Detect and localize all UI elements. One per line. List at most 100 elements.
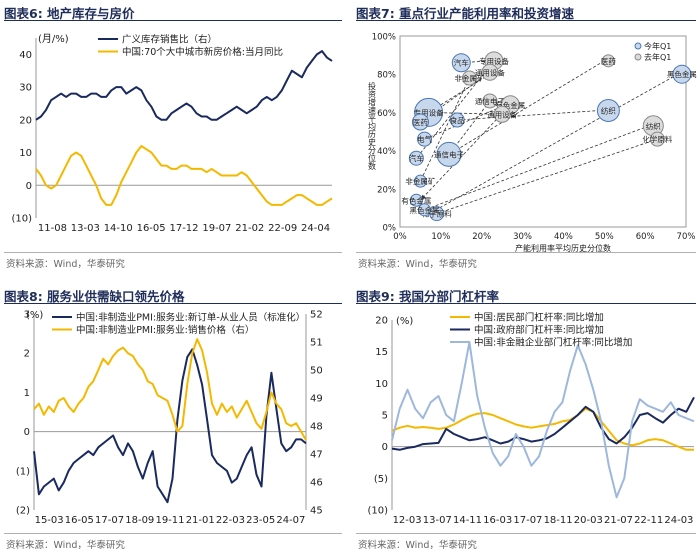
- y-tick-label: 0: [24, 427, 30, 438]
- x-tick-label: 20-03: [574, 515, 603, 526]
- source-rule: [356, 252, 696, 253]
- y-tick-label: 40%: [377, 147, 396, 157]
- y-right-tick-label: 51: [310, 338, 323, 349]
- x-tick-label: 13-03: [71, 223, 100, 234]
- bubble-label: 汽车: [409, 153, 424, 163]
- series-line-3: [391, 341, 695, 499]
- series-line-2: [33, 338, 307, 441]
- series-line-1: [35, 50, 333, 121]
- title-rule: [4, 20, 342, 21]
- x-tick-label: 24-07: [276, 515, 305, 526]
- y-tick-label: 20: [19, 115, 32, 126]
- bubble-previous: [601, 54, 615, 68]
- x-axis-label: 产能利用率平均历史分位数: [515, 243, 611, 253]
- y-tick-label: (2): [16, 506, 30, 517]
- x-tick-label: 22-09: [268, 223, 297, 234]
- y-tick-label: 1: [24, 388, 30, 399]
- bubble-label: 医药: [413, 117, 428, 127]
- legend-label: 中国:政府部门杠杆率:同比增加: [474, 324, 604, 336]
- y-tick-label: 3: [24, 310, 30, 321]
- y-tick-label: (1): [16, 466, 30, 477]
- x-tick-label: 60%: [636, 232, 655, 242]
- chart-panel-7: 图表7: 重点行业产能利用率和投资增速 0% 20% 40% 60% 80% 100% 0%…: [352, 0, 700, 276]
- x-tick-label: 14-10: [104, 223, 133, 234]
- bubble-label: 纺织: [646, 121, 661, 131]
- x-tick-label: 23-05: [246, 515, 275, 526]
- plot-frame: [399, 35, 687, 228]
- y-tick-label: (5): [374, 474, 388, 485]
- y-right-tick-label: 47: [310, 450, 323, 461]
- title-rule: [4, 303, 342, 304]
- x-tick-label: 14-11: [453, 515, 482, 526]
- arrow-line: [420, 104, 511, 201]
- y-axis-label: 投资增速平均历史分位数: [368, 81, 377, 171]
- source-rule: [4, 533, 342, 534]
- y-right-tick-label: 46: [310, 478, 323, 489]
- x-tick-label: 24-03: [664, 515, 693, 526]
- chart-title: 图表7: 重点行业产能利用率和投资增速: [356, 6, 575, 21]
- y-tick-label: 0%: [383, 224, 397, 234]
- bubble-label: 汽车: [454, 58, 469, 68]
- bubble-previous: [649, 131, 665, 147]
- x-tick-label: 21-02: [235, 223, 264, 234]
- bubble-label: 通信电子: [475, 96, 505, 106]
- bubble-previous: [482, 93, 498, 109]
- y-tick-label: (10): [367, 506, 388, 517]
- bubble-label: 黑色金属: [410, 205, 440, 215]
- chart-panel-9: 图表9: 我国分部门杠杆率 (10) (5) 0 5 10 15 20 (%) 12-03 13-…: [352, 280, 700, 552]
- y-tick-label: 10: [19, 148, 32, 159]
- bubble-previous: [461, 70, 477, 86]
- series-line-1: [33, 348, 307, 504]
- legend-marker: [634, 53, 642, 61]
- y-tick-label: 20%: [377, 185, 396, 195]
- series-line-2: [35, 145, 333, 206]
- arrow-line: [420, 77, 470, 182]
- x-tick-label: 16-05: [137, 223, 166, 234]
- x-tick-label: 17-12: [169, 223, 198, 234]
- bubble-label: 化学原料: [642, 134, 672, 144]
- legend-label: 中国:非制造业PMI:服务业:销售价格（右）: [76, 324, 254, 336]
- arrow-line: [432, 73, 679, 213]
- bubble-label: 纺织: [601, 105, 616, 115]
- bubble-label: 黑色金属: [667, 69, 697, 79]
- x-tick-label: 70%: [677, 232, 696, 242]
- bubble-label: 有色金属: [495, 100, 525, 110]
- x-tick-label: 18-09: [125, 515, 154, 526]
- x-tick-label: 24-04: [301, 223, 330, 234]
- bubble-current: [409, 193, 423, 207]
- legend-label: 中国:70个大中城市新房价格:当月同比: [122, 46, 283, 58]
- x-tick-label: 21-01: [186, 515, 215, 526]
- y-tick-label: 2: [24, 349, 30, 360]
- title-rule: [356, 20, 696, 21]
- bubble-label: 有色金属: [401, 195, 431, 205]
- arrow-line: [457, 110, 601, 121]
- x-tick-label: 12-03: [393, 515, 422, 526]
- unit-label: (月/%): [38, 33, 69, 45]
- bubble-current: [413, 174, 427, 188]
- legend-label: 广义库存销售比（右）: [122, 34, 217, 46]
- chart-7-svg: 0% 20% 40% 60% 80% 100% 0% 10% 20% 30% 40% 50% 60% 70…: [368, 33, 697, 254]
- bubble-current: [436, 141, 462, 167]
- bubble-current: [672, 64, 692, 84]
- chart-9-svg: (10) (5) 0 5 10 15 20 (%) 12-03 13-07 14-11 16-03 17…: [367, 312, 695, 526]
- arrow-line: [436, 138, 658, 215]
- unit-label: (%): [396, 316, 413, 327]
- bubble-current: [451, 53, 471, 73]
- y-tick-label: 40: [19, 50, 32, 61]
- bubble-current: [449, 112, 465, 128]
- bubble-current: [411, 113, 429, 131]
- y-tick-label: 0: [26, 181, 32, 192]
- source-note: 资料来源：Wind，华泰研究: [6, 540, 125, 551]
- x-tick-label: 15-03: [35, 515, 64, 526]
- bubble-previous: [493, 105, 511, 123]
- bubble-label: 通信电子: [434, 149, 464, 159]
- y-tick-label: 20: [375, 316, 388, 327]
- y-tick-label: 5: [382, 411, 388, 422]
- y-tick-label: 80%: [377, 71, 396, 81]
- bubble-label: 食品: [450, 115, 465, 125]
- y-right-tick-label: 52: [310, 310, 323, 321]
- bubble-previous: [481, 63, 499, 81]
- source-rule: [4, 252, 342, 253]
- bubble-label: 电气: [417, 134, 432, 144]
- x-tick-label: 17-07: [95, 515, 124, 526]
